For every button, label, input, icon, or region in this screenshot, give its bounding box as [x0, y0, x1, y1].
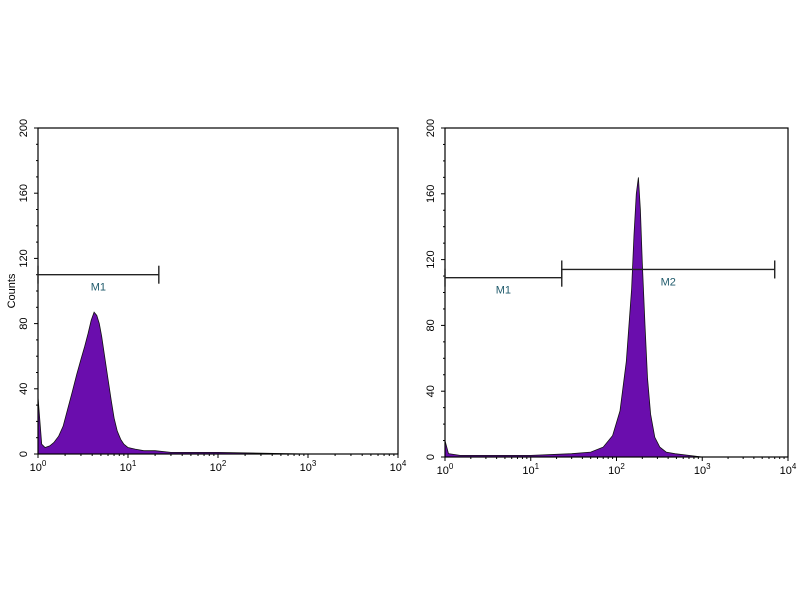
- x-tick-label: 100: [30, 459, 47, 474]
- x-tick-label: 100: [437, 462, 454, 477]
- x-tick-label: 101: [120, 459, 137, 474]
- y-tick-label: 80: [18, 317, 30, 329]
- x-tick-label: 102: [608, 462, 625, 477]
- x-tick-label: 101: [522, 462, 539, 477]
- y-tick-label: 0: [18, 451, 30, 457]
- right-histogram-panel: 0 40 80 120 160 200 100 101 102 103 104 M1 M2: [425, 119, 797, 477]
- y-tick-label: 120: [18, 249, 30, 267]
- y-tick-label: 40: [18, 383, 30, 395]
- histogram-area: [37, 311, 398, 455]
- x-tick-label: 102: [210, 459, 227, 474]
- y-tick-label: 0: [425, 454, 437, 460]
- y-tick-label: 80: [425, 319, 437, 331]
- marker-label: M1: [91, 282, 106, 294]
- y-tick-label: 200: [425, 119, 437, 137]
- x-tick-label: 104: [390, 459, 407, 474]
- y-tick-label: 120: [425, 250, 437, 268]
- y-tick-label: 40: [425, 385, 437, 397]
- y-tick-label: 160: [18, 184, 30, 202]
- marker-label: M1: [496, 285, 511, 297]
- x-tick-label: 103: [694, 462, 711, 477]
- left-histogram-panel: 0 40 80 120 160 200 100 101 102 103 104 Counts M1: [6, 119, 407, 474]
- x-tick-label: 103: [300, 459, 317, 474]
- y-tick-label: 200: [18, 119, 30, 137]
- histogram-area: [444, 177, 788, 458]
- x-tick-label: 104: [780, 462, 797, 477]
- y-tick-label: 160: [425, 185, 437, 203]
- marker-label: M2: [661, 276, 676, 288]
- y-axis-title: Counts: [6, 273, 18, 308]
